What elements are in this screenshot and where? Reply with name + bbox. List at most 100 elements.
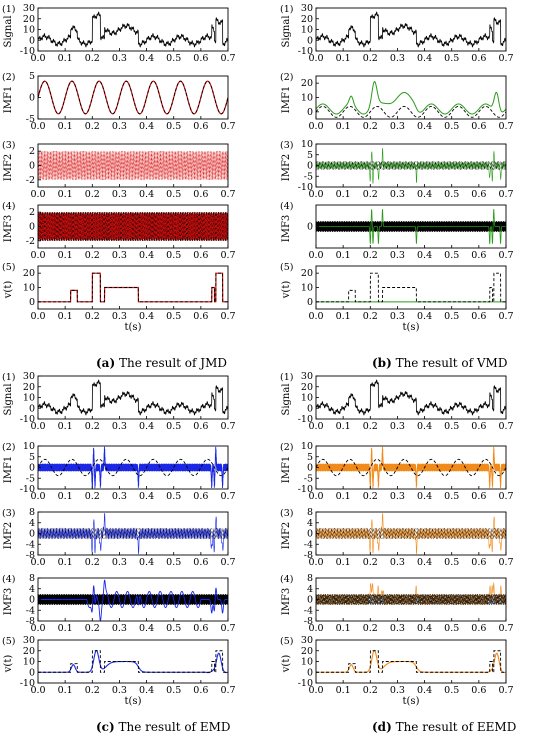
panel-frame	[315, 7, 507, 52]
x-tick-label: 0.2	[85, 491, 100, 502]
caption-a-letter: (a)	[96, 356, 116, 370]
y-tick-label: 0	[29, 463, 35, 474]
y-tick-label: 10	[301, 139, 313, 150]
panel-series	[316, 649, 506, 674]
x-tick-label: 0.2	[363, 623, 378, 634]
panel-index-label: (1)	[2, 4, 15, 15]
series-line-2	[38, 650, 228, 673]
panel-series	[38, 379, 228, 416]
x-tick-label: 0.0	[308, 189, 323, 200]
y-tick-label: 0	[29, 403, 35, 414]
x-tick-label: 0.4	[417, 557, 432, 568]
panel-index-label: (1)	[280, 4, 293, 15]
y-tick-label: 0	[29, 161, 35, 172]
y-tick-label: -5	[304, 473, 313, 484]
panel-y-label: Signal	[281, 383, 292, 415]
caption-b: (b) The result of VMD	[372, 356, 507, 370]
series-line-1	[316, 81, 506, 115]
y-tick-label: -10	[20, 484, 35, 495]
y-tick-label: 0	[307, 35, 313, 46]
x-tick-label: 0.5	[444, 189, 459, 200]
x-tick-label: 0.2	[85, 421, 100, 432]
x-tick-label: 0.0	[30, 121, 45, 132]
y-tick-label: -5	[26, 114, 35, 125]
x-tick-label: 0.3	[112, 53, 127, 64]
panel-index-label: (2)	[2, 442, 15, 453]
x-tick-label: 0.7	[220, 189, 235, 200]
panel-y-label: v(t)	[281, 281, 292, 300]
y-tick-label: 0	[29, 529, 35, 540]
x-tick-label: 0.2	[85, 557, 100, 568]
caption-c-letter: (c)	[96, 720, 115, 734]
panel-frame	[37, 7, 229, 52]
y-tick-label: -4	[304, 605, 313, 616]
series-line-1	[38, 446, 228, 489]
series-line-2	[38, 579, 228, 621]
y-tick-label: 20	[301, 78, 313, 89]
y-tick-label: 10	[301, 393, 313, 404]
y-tick-label: -10	[298, 46, 313, 57]
panel-index-label: (5)	[280, 262, 293, 273]
panel-a-4: -2 0 2 0.0 0.1 0.2 0.3 0.4 0.5 0.6 0.7 (4) IMF3	[2, 201, 236, 261]
y-tick-label: 0	[307, 297, 313, 308]
y-tick-label: -10	[298, 484, 313, 495]
x-tick-label: 0.6	[193, 121, 208, 132]
y-tick-label: 0	[307, 667, 313, 678]
x-tick-label: 0.1	[336, 189, 351, 200]
caption-d-letter: (d)	[372, 720, 392, 734]
y-tick-label: 10	[301, 441, 313, 452]
x-tick-label: 0.4	[417, 623, 432, 634]
x-tick-label: 0.1	[58, 250, 73, 261]
x-tick-label: 0.4	[139, 53, 154, 64]
x-tick-label: 0.2	[85, 121, 100, 132]
x-tick-label: 0.1	[58, 623, 73, 634]
x-tick-label: 0.2	[85, 685, 100, 696]
x-tick-label: 0.3	[112, 311, 127, 322]
x-tick-label: 0.6	[471, 53, 486, 64]
x-tick-label: 0.3	[390, 53, 405, 64]
panel-series	[316, 11, 506, 48]
x-tick-label: 0.3	[390, 491, 405, 502]
x-tick-label: 0.0	[308, 53, 323, 64]
x-tick-label: 0.7	[498, 685, 513, 696]
y-tick-label: 30	[23, 635, 35, 646]
x-tick-label: 0.2	[85, 189, 100, 200]
y-tick-label: -4	[26, 539, 35, 550]
x-tick-label: 0.1	[336, 311, 351, 322]
x-tick-label: 0.4	[417, 121, 432, 132]
x-tick-label: 0.0	[308, 311, 323, 322]
x-tick-label: 0.0	[30, 53, 45, 64]
y-tick-label: 5	[307, 150, 313, 161]
y-tick-label: 0	[29, 595, 35, 606]
x-tick-label: 0.1	[58, 685, 73, 696]
panel-series	[316, 513, 506, 555]
panel-index-label: (5)	[2, 636, 15, 647]
panel-frame	[315, 265, 507, 310]
y-tick-label: 5	[307, 452, 313, 463]
panel-series	[316, 446, 506, 489]
panel-y-label: IMF1	[3, 456, 14, 484]
x-tick-label: 0.5	[444, 623, 459, 634]
panel-frame	[37, 375, 229, 420]
panel-a-2: -5 0 5 0.0 0.1 0.2 0.3 0.4 0.5 0.6 0.7 (2) IMF1	[2, 71, 236, 132]
panel-series	[38, 11, 228, 48]
y-tick-label: 0	[307, 403, 313, 414]
x-tick-label: 0.2	[363, 491, 378, 502]
x-tick-label: 0.4	[139, 685, 154, 696]
y-tick-label: 0	[29, 222, 35, 233]
x-tick-label: 0.3	[112, 623, 127, 634]
series-line-2	[38, 458, 228, 477]
panel-y-label: Signal	[3, 15, 14, 47]
x-tick-label: 0.6	[193, 189, 208, 200]
x-tick-label: 0.0	[308, 685, 323, 696]
series-line-2	[316, 458, 506, 477]
x-tick-label: 0.5	[444, 121, 459, 132]
caption-d: (d) The result of EEMD	[372, 720, 516, 734]
